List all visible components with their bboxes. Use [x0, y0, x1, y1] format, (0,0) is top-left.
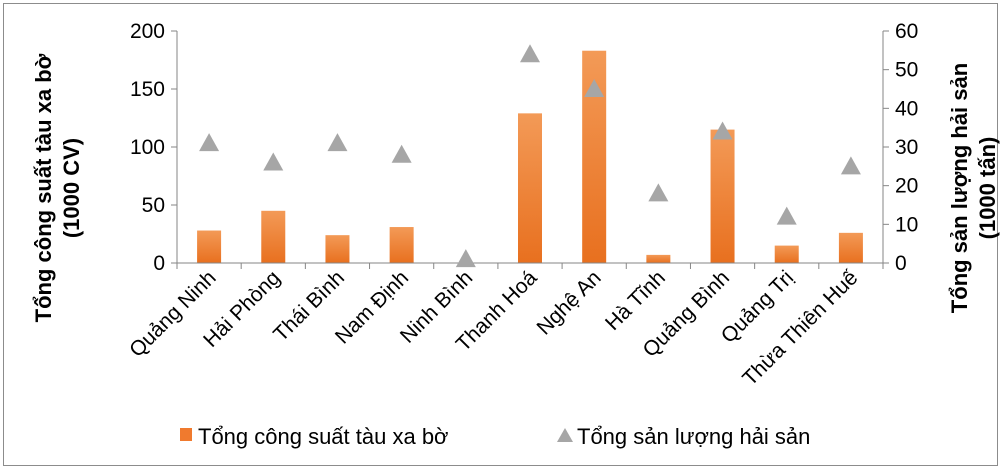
- bar-0: [197, 230, 222, 263]
- triangle-point-6: [584, 79, 605, 97]
- chart-frame: [3, 3, 998, 466]
- right-tick-label-0: 0: [895, 252, 907, 275]
- bar-7: [646, 254, 671, 263]
- triangle-point-2: [327, 133, 348, 152]
- triangle-point-4: [455, 249, 476, 268]
- bar-9: [774, 245, 799, 263]
- triangle-point-10: [840, 156, 861, 175]
- right-tick-label-1: 10: [895, 213, 918, 236]
- triangle-point-0: [199, 133, 220, 152]
- x-tick-label-10: Thừa Thiên Huế: [738, 266, 862, 390]
- right-tick-label-6: 60: [895, 20, 918, 43]
- triangle-point-5: [520, 44, 540, 63]
- legend: Tổng công suất tàu xa bờ Tổng sản lượng …: [180, 424, 810, 449]
- legend-swatch-bar: [180, 428, 192, 441]
- right-axis-title-line2: (1000 tấn): [975, 137, 1000, 240]
- left-tick-label-4: 200: [130, 20, 165, 43]
- bar-5: [518, 113, 542, 263]
- triangle-point-9: [776, 206, 797, 225]
- legend-label-triangle: Tổng sản lượng hải sản: [577, 424, 810, 449]
- bar-2: [325, 235, 350, 263]
- right-tick-label-3: 30: [895, 136, 918, 159]
- triangle-point-3: [391, 144, 412, 163]
- left-tick-label-1: 50: [142, 194, 165, 217]
- bar-8: [710, 129, 735, 263]
- legend-marker-triangle: [557, 428, 573, 442]
- left-tick-label-0: 0: [153, 252, 165, 275]
- right-tick-label-4: 40: [895, 97, 918, 120]
- triangle-point-8: [712, 121, 733, 140]
- bar-10: [838, 232, 863, 263]
- legend-label-bar: Tổng công suất tàu xa bờ: [198, 424, 448, 449]
- left-tick-label-2: 100: [130, 136, 165, 159]
- left-axis-title-line2: (1000 CV): [59, 138, 84, 238]
- left-axis-title-line1: Tổng công suất tàu xa bờ: [31, 53, 56, 322]
- bar-1: [261, 210, 286, 263]
- right-tick-label-5: 50: [895, 59, 918, 82]
- triangle-point-1: [263, 152, 284, 171]
- triangle-point-7: [648, 183, 669, 202]
- left-axis-title: Tổng công suất tàu xa bờ (1000 CV): [31, 53, 84, 322]
- left-tick-label-3: 150: [130, 78, 165, 101]
- x-tick-label-0: Quảng Ninh: [125, 266, 221, 362]
- bar-3: [389, 227, 414, 263]
- right-tick-label-2: 20: [895, 175, 918, 198]
- x-tick-label-6: Nghệ An: [532, 266, 605, 339]
- right-axis-title-line1: Tổng sản lượng hải sản: [947, 63, 972, 313]
- right-axis-title: Tổng sản lượng hải sản (1000 tấn): [947, 63, 1000, 313]
